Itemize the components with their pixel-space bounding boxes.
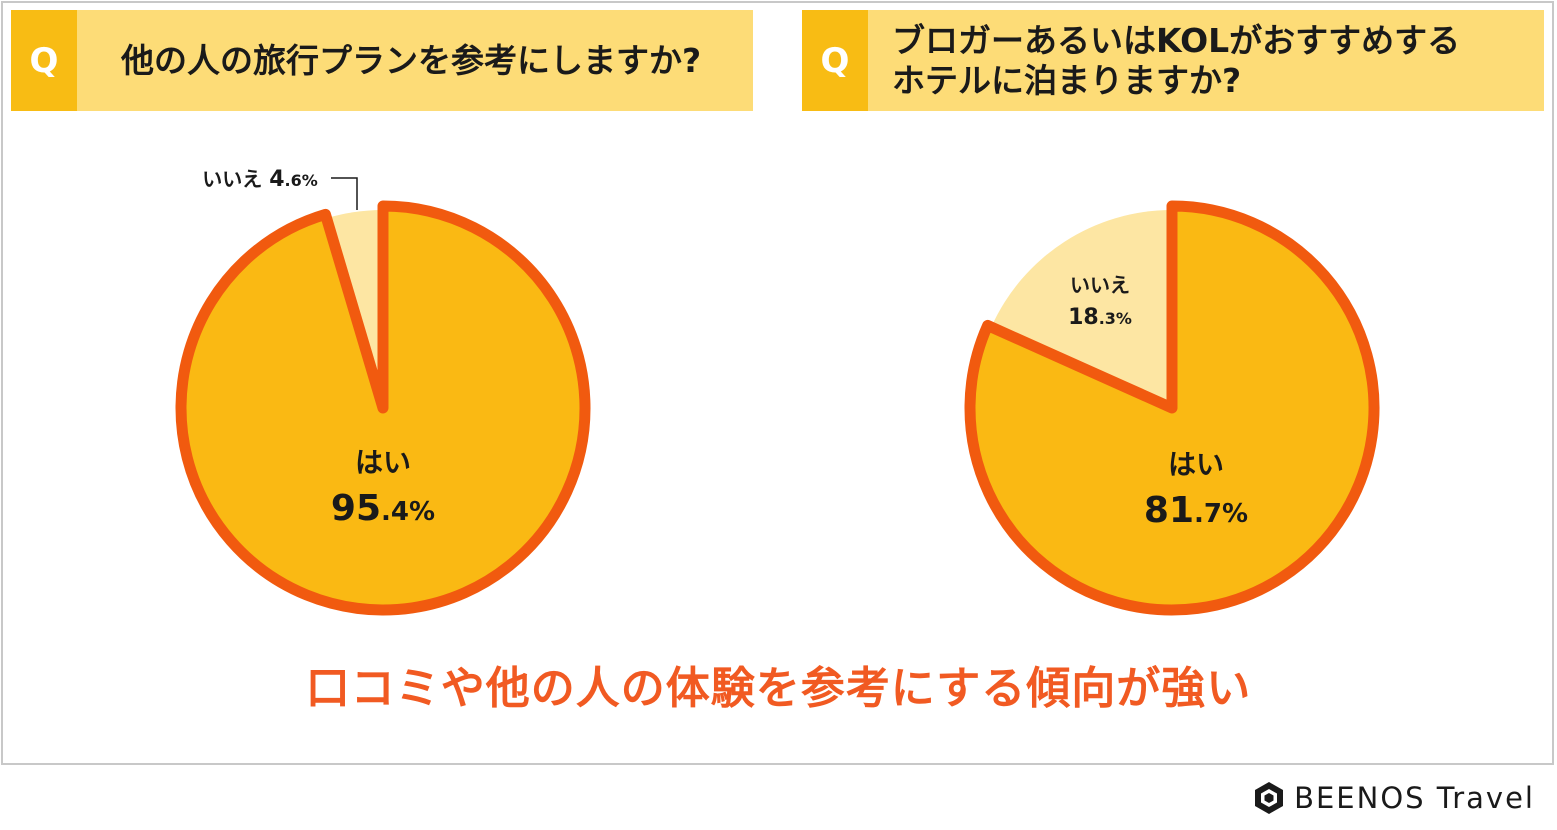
pie-2-label-no: いいえ — [1070, 273, 1130, 297]
pie-1-label-yes: はい — [355, 446, 411, 479]
pie-chart-2 — [964, 200, 1380, 616]
pie-1-value-yes: 95.4% — [331, 488, 435, 529]
pie-2-slice-yes — [964, 200, 1380, 616]
pie-2-value-yes: 81.7% — [1144, 490, 1248, 531]
question-tag-2: Q — [802, 10, 868, 111]
pie-1-leader-line — [331, 177, 358, 210]
brand-name: BEENOS Travel — [1294, 781, 1535, 815]
pie-chart-1 — [175, 200, 591, 616]
pie-1-label-no: いいえ 4.6% — [202, 167, 318, 192]
question-text-2: ブロガーあるいはKOLがおすすめする ホテルに泊まりますか? — [892, 20, 1461, 100]
pie-2-slice-no — [991, 210, 1172, 408]
conclusion-text: 口コミや他の人の体験を参考にする傾向が強い — [305, 663, 1252, 714]
pie-2-value-no: 18.3% — [1068, 305, 1132, 330]
question-box-2: Q ブロガーあるいはKOLがおすすめする ホテルに泊まりますか? — [802, 10, 1544, 111]
question-text-1: 他の人の旅行プランを参考にしますか? — [121, 40, 702, 80]
question-tag-1: Q — [11, 10, 77, 111]
hexagon-logo-icon — [1255, 782, 1284, 814]
question-box-1: Q 他の人の旅行プランを参考にしますか? — [11, 10, 753, 111]
pie-1-slice-yes — [175, 200, 591, 616]
brand-logo: BEENOS Travel — [1252, 780, 1535, 816]
pie-2-label-yes: はい — [1168, 448, 1224, 481]
